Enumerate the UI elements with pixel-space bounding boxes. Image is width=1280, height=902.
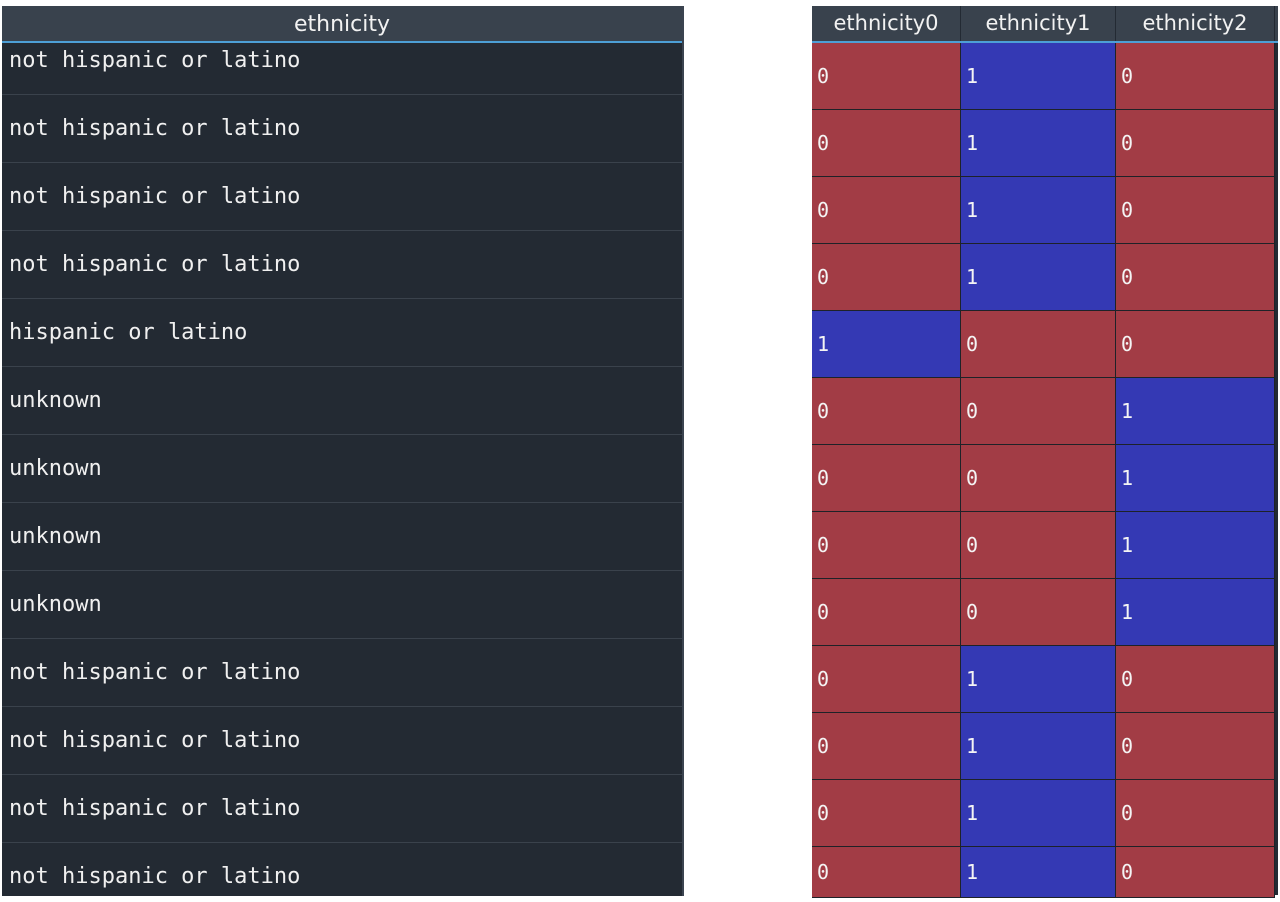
table-cell-ethnicity2[interactable]: 1 (1116, 512, 1275, 579)
table-cell-ethnicity0[interactable]: 0 (812, 847, 961, 898)
table-cell-ethnicity0[interactable]: 1 (812, 311, 961, 378)
table-cell-ethnicity2[interactable]: 0 (1116, 780, 1275, 847)
table-cell-ethnicity2[interactable]: 1 (1116, 378, 1275, 445)
table-cell-ethnicity2[interactable]: 0 (1116, 847, 1275, 898)
table-cell-ethnicity2[interactable]: 0 (1116, 244, 1275, 311)
table-cell-ethnicity1[interactable]: 1 (961, 244, 1116, 311)
table-cell-ethnicity[interactable]: not hispanic or latino (2, 639, 682, 707)
table-cell-ethnicity0[interactable]: 0 (812, 110, 961, 177)
table-cell-ethnicity2[interactable]: 0 (1116, 713, 1275, 780)
table-cell-ethnicity2[interactable]: 1 (1116, 445, 1275, 512)
table-cell-ethnicity0[interactable]: 0 (812, 445, 961, 512)
table-cell-ethnicity1[interactable]: 1 (961, 780, 1116, 847)
column-header-ethnicity1[interactable]: ethnicity1 (961, 6, 1116, 41)
table-cell-ethnicity[interactable]: not hispanic or latino (2, 775, 682, 843)
table-cell-ethnicity1[interactable]: 1 (961, 43, 1116, 110)
table-cell-ethnicity[interactable]: unknown (2, 435, 682, 503)
column-header-ethnicity[interactable]: ethnicity (2, 6, 682, 43)
table-cell-ethnicity0[interactable]: 0 (812, 646, 961, 713)
table-cell-ethnicity[interactable]: not hispanic or latino (2, 95, 682, 163)
table-cell-ethnicity2[interactable]: 0 (1116, 43, 1275, 110)
table-cell-ethnicity[interactable]: unknown (2, 503, 682, 571)
table-cell-ethnicity2[interactable]: 1 (1116, 579, 1275, 646)
table-cell-ethnicity2[interactable]: 0 (1116, 311, 1275, 378)
table-cell-ethnicity1[interactable]: 1 (961, 646, 1116, 713)
table-cell-ethnicity[interactable]: unknown (2, 367, 682, 435)
table-cell-ethnicity[interactable]: not hispanic or latino (2, 843, 682, 902)
table-cell-ethnicity0[interactable]: 0 (812, 244, 961, 311)
column-header-ethnicity0[interactable]: ethnicity0 (812, 6, 961, 41)
ethnicity-table: ethnicity not hispanic or latino not hisp… (2, 6, 684, 896)
table-cell-ethnicity1[interactable]: 1 (961, 847, 1116, 898)
table-cell-ethnicity[interactable]: hispanic or latino (2, 299, 682, 367)
table-cell-ethnicity0[interactable]: 0 (812, 713, 961, 780)
table-cell-ethnicity1[interactable]: 0 (961, 512, 1116, 579)
table-cell-ethnicity1[interactable]: 1 (961, 177, 1116, 244)
table-cell-ethnicity[interactable]: not hispanic or latino (2, 231, 682, 299)
table-cell-ethnicity0[interactable]: 0 (812, 780, 961, 847)
table-cell-ethnicity[interactable]: not hispanic or latino (2, 163, 682, 231)
table-cell-ethnicity1[interactable]: 0 (961, 445, 1116, 512)
table-cell-ethnicity2[interactable]: 0 (1116, 177, 1275, 244)
table-cell-ethnicity1[interactable]: 0 (961, 311, 1116, 378)
table-cell-ethnicity0[interactable]: 0 (812, 177, 961, 244)
table-cell-ethnicity2[interactable]: 0 (1116, 110, 1275, 177)
table-cell-ethnicity[interactable]: not hispanic or latino (2, 707, 682, 775)
table-cell-ethnicity1[interactable]: 1 (961, 110, 1116, 177)
ethnicity-rows: not hispanic or latino not hispanic or la… (2, 43, 682, 902)
table-cell-ethnicity[interactable]: unknown (2, 571, 682, 639)
table-cell-ethnicity[interactable]: not hispanic or latino (2, 43, 682, 95)
table-cell-ethnicity1[interactable]: 0 (961, 579, 1116, 646)
table-cell-ethnicity1[interactable]: 0 (961, 378, 1116, 445)
table-cell-ethnicity0[interactable]: 0 (812, 378, 961, 445)
table-cell-ethnicity0[interactable]: 0 (812, 43, 961, 110)
column-header-ethnicity2[interactable]: ethnicity2 (1116, 6, 1275, 41)
table-cell-ethnicity1[interactable]: 1 (961, 713, 1116, 780)
one-hot-header: ethnicity0 ethnicity1 ethnicity2 (812, 6, 1278, 43)
table-cell-ethnicity2[interactable]: 0 (1116, 646, 1275, 713)
table-cell-ethnicity0[interactable]: 0 (812, 579, 961, 646)
table-cell-ethnicity0[interactable]: 0 (812, 512, 961, 579)
